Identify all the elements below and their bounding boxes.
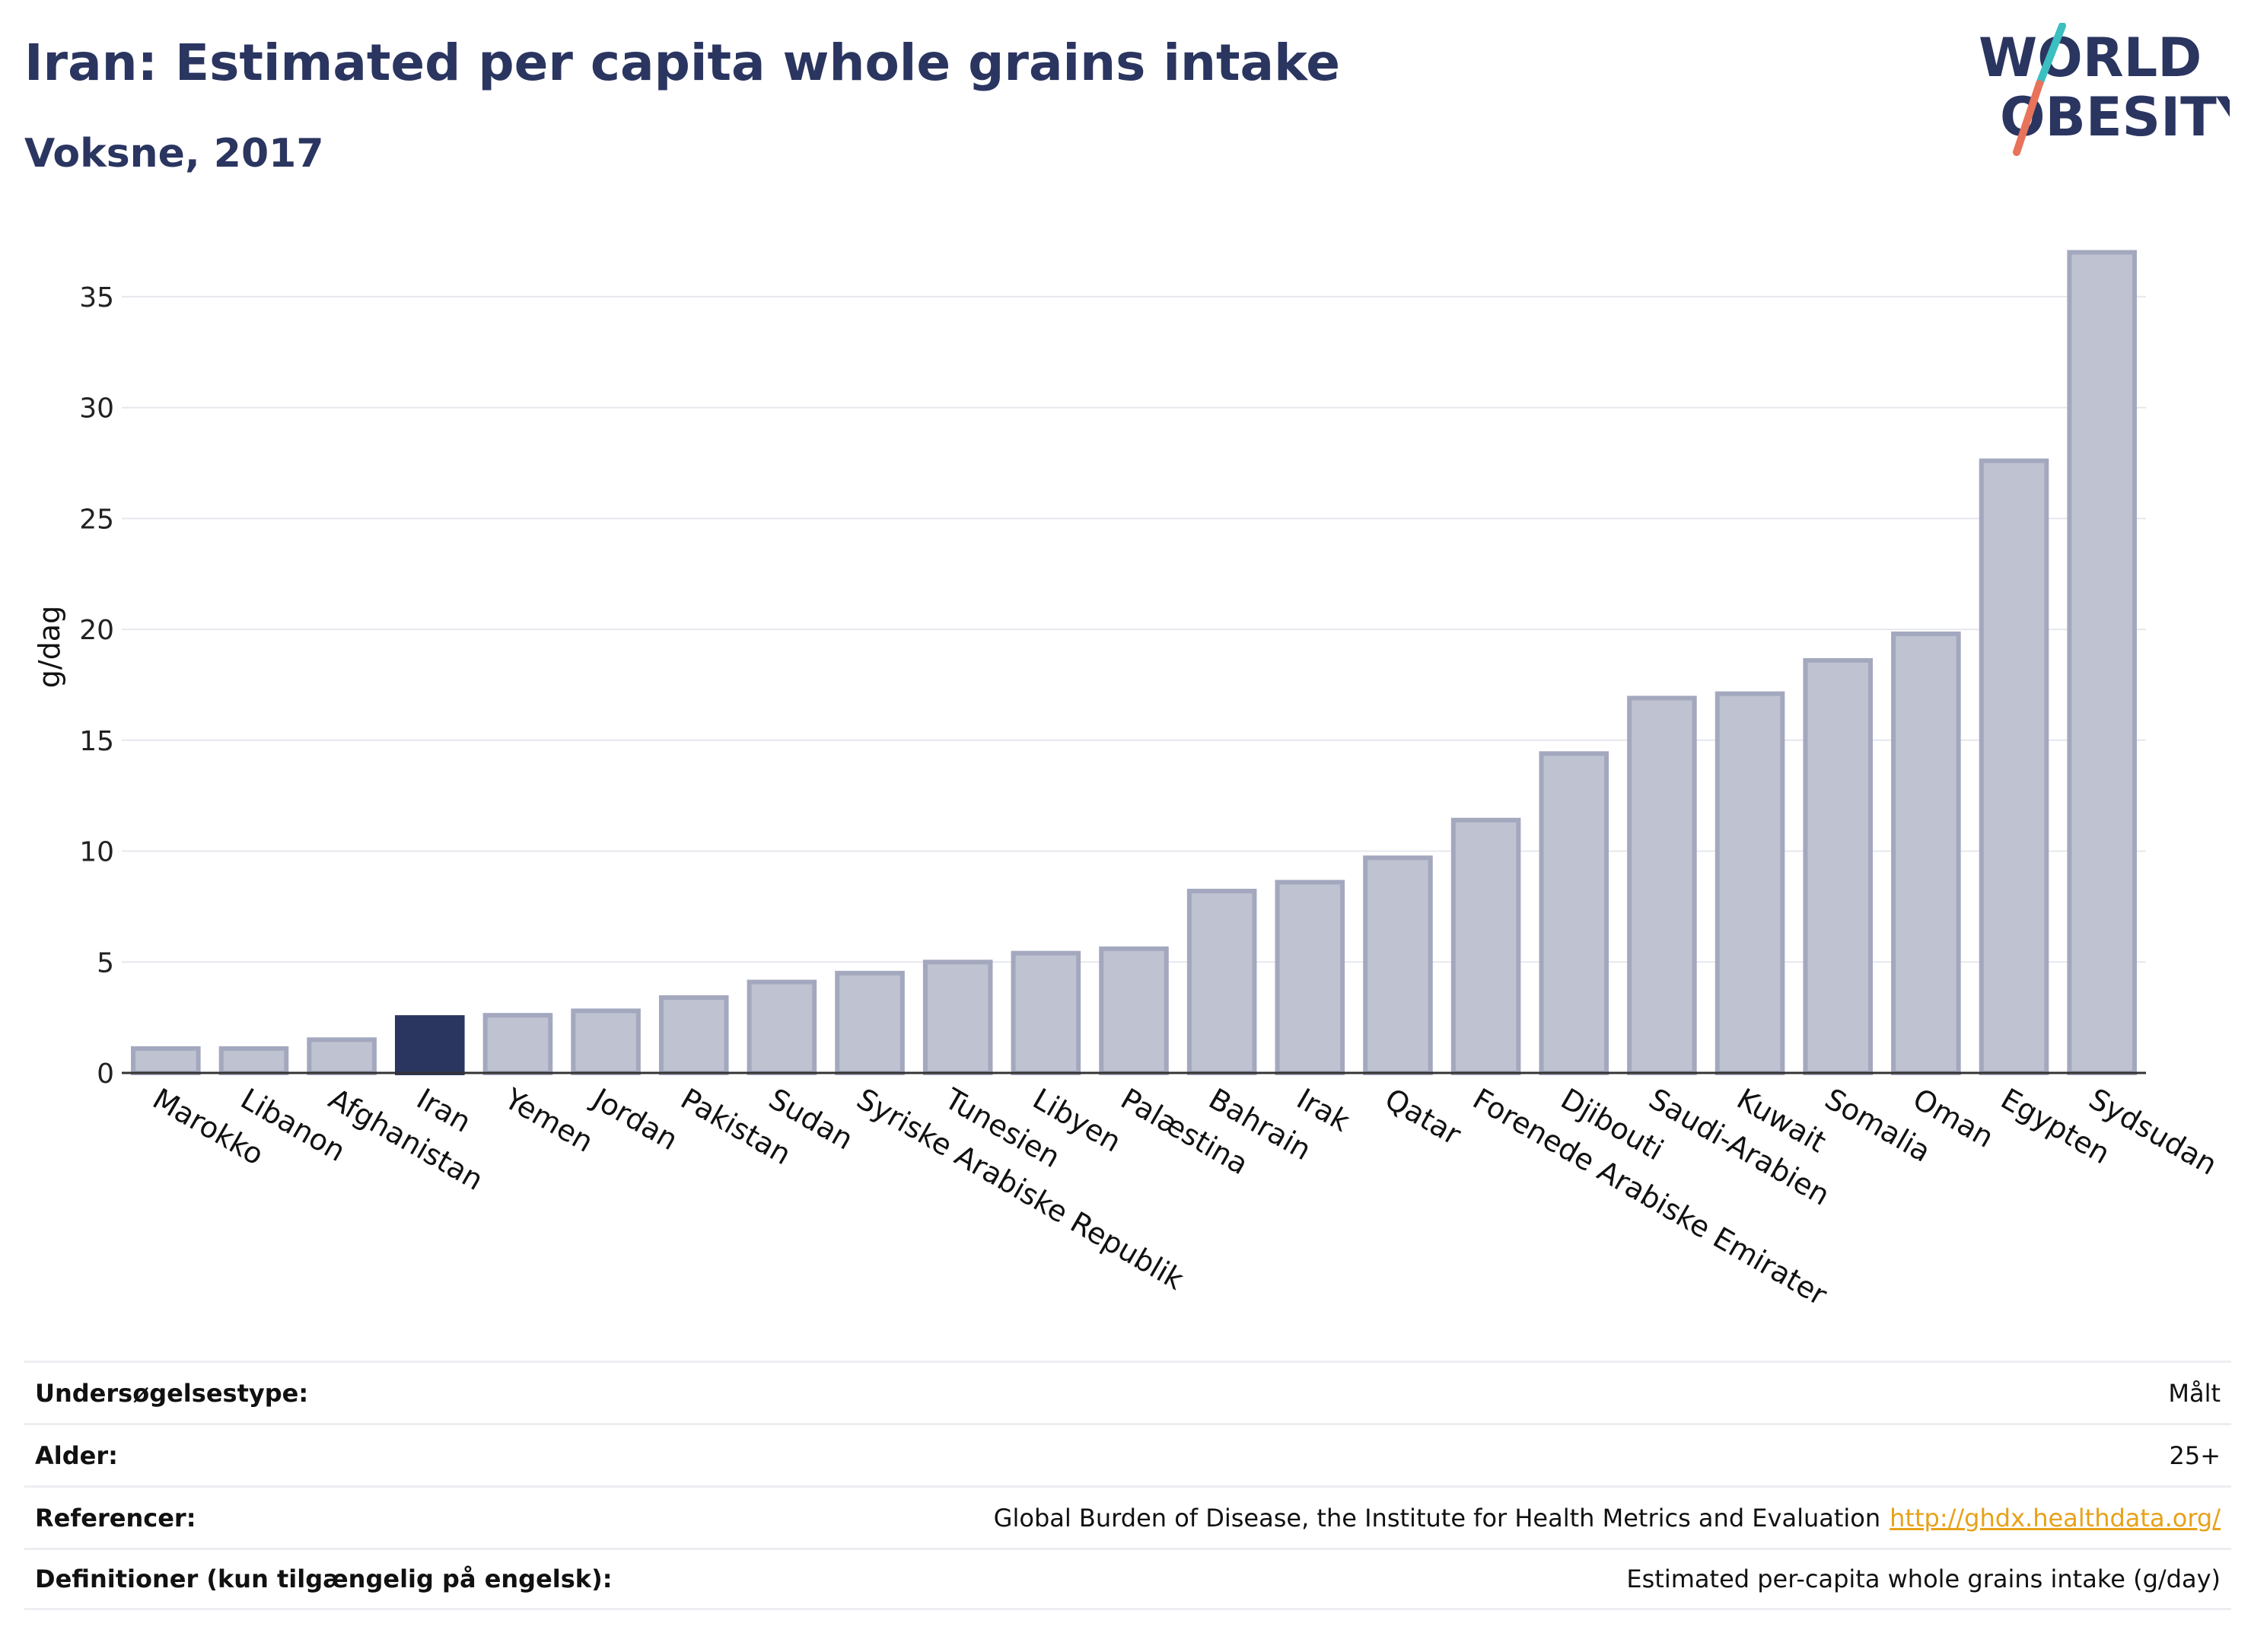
chart-subtitle: Voksne, 2017: [24, 131, 324, 177]
bar-palæstina: [1099, 946, 1169, 1076]
reference-link[interactable]: http://ghdx.healthdata.org/: [1890, 1503, 2221, 1533]
meta-value: Estimated per-capita whole grains intake…: [1626, 1564, 2221, 1593]
logo-slash-coral-icon: [2013, 80, 2043, 156]
bar-yemen: [482, 1013, 553, 1075]
bar-pakistan: [658, 995, 729, 1076]
x-tick-label: Yemen: [498, 1081, 599, 1159]
bar-oman: [1891, 631, 1961, 1075]
y-tick-label: 25: [79, 504, 114, 535]
metadata-table: Undersøgelsestype: Målt Alder: 25+ Refer…: [24, 1361, 2231, 1610]
logo-line1: WORLD: [1979, 27, 2202, 89]
bar-egypten: [1979, 458, 2049, 1075]
bar-forenede-arabiske-emirater: [1450, 817, 1521, 1076]
bar-afghanistan: [307, 1037, 377, 1076]
meta-label: Definitioner (kun tilgængelig på engelsk…: [35, 1564, 613, 1593]
y-axis-ticks: 0 5 10 15 20 25 30 35: [79, 282, 114, 1090]
y-axis-label: g/dag: [33, 606, 66, 688]
bar-djibouti: [1539, 751, 1609, 1076]
y-tick-label: 35: [79, 282, 114, 314]
meta-label: Undersøgelsestype:: [35, 1378, 309, 1408]
bar-jordan: [571, 1008, 641, 1075]
meta-row-references: Referencer: Global Burden of Disease, th…: [24, 1485, 2231, 1548]
bar-marokko: [131, 1046, 201, 1076]
bar-irak: [1275, 880, 1345, 1076]
bar-bahrain: [1186, 888, 1257, 1075]
meta-row-age: Alder: 25+: [24, 1423, 2231, 1485]
y-tick-label: 30: [79, 393, 114, 425]
meta-row-definitions: Definitioner (kun tilgængelig på engelsk…: [24, 1548, 2231, 1610]
bar-saudi-arabien: [1627, 695, 1697, 1075]
bar-libanon: [218, 1046, 289, 1076]
bar-qatar: [1363, 855, 1433, 1075]
y-tick-label: 15: [79, 726, 114, 757]
meta-value-wrap: Global Burden of Disease, the Institute …: [994, 1504, 2221, 1533]
bar-chart: 0 5 10 15 20 25 30 35 MarokkoLibanonAfghanistan…: [33, 250, 2223, 1313]
world-obesity-logo: WORLD OBESITY: [1979, 23, 2230, 156]
meta-value: 25+: [2169, 1440, 2221, 1470]
x-tick-label: Sydsudan: [2084, 1082, 2223, 1182]
bars: [131, 250, 2137, 1076]
y-tick-label: 0: [97, 1058, 114, 1090]
meta-row-survey-type: Undersøgelsestype: Målt: [24, 1361, 2231, 1423]
chart-title: Iran: Estimated per capita whole grains …: [24, 33, 1340, 92]
bar-tunesien: [922, 960, 993, 1075]
meta-value: Global Burden of Disease, the Institute …: [993, 1503, 1881, 1533]
bar-sydsudan: [2067, 250, 2137, 1075]
x-tick-label: Jordan: [586, 1081, 683, 1157]
bar-libyen: [1011, 950, 1081, 1075]
meta-value: Målt: [2168, 1378, 2221, 1408]
bar-somalia: [1803, 657, 1874, 1075]
y-tick-label: 20: [79, 615, 114, 646]
bar-iran: [394, 1015, 465, 1075]
meta-label: Alder:: [35, 1440, 118, 1470]
y-tick-label: 5: [97, 947, 114, 979]
logo-slash-teal-icon: [2036, 23, 2066, 88]
bar-syriske-arabiske-republik: [835, 970, 905, 1075]
x-tick-label: Qatar: [1379, 1082, 1466, 1152]
meta-label: Referencer:: [35, 1503, 196, 1533]
bar-kuwait: [1715, 691, 1785, 1075]
bar-sudan: [747, 979, 817, 1075]
y-tick-label: 10: [79, 837, 114, 868]
